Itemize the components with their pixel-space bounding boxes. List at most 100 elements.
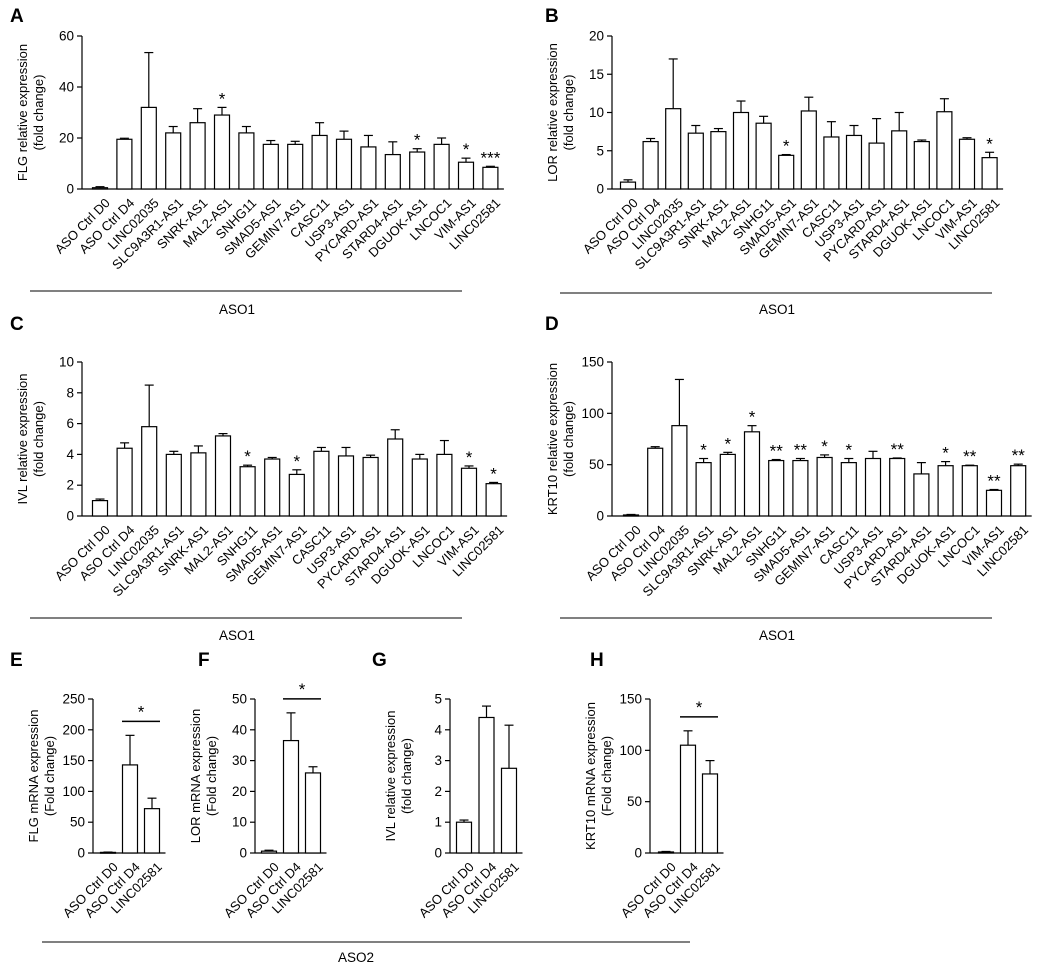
aso2-group-label: ASO2 (338, 950, 374, 965)
panel-c-significance-mark: * (293, 452, 300, 471)
panel-d-significance-mark: * (821, 437, 828, 456)
panel-d-bar (961, 465, 978, 517)
panel-g-bar (500, 767, 518, 854)
panel-a-bar (165, 132, 182, 190)
panel-e-bar (121, 764, 139, 854)
panel-e-y-axis-title: FLG mRNA expression(Fold change) (26, 710, 57, 843)
panel-f-y-axis-title: LOR mRNA expression(Fold change) (188, 709, 219, 843)
panel-f-y-tick-label: 10 (232, 815, 247, 830)
panel-h-y-tick-label: 100 (619, 743, 642, 758)
panel-a-bar (238, 132, 255, 190)
panel-c-bar (485, 483, 502, 517)
panel-a-bar (482, 166, 499, 190)
panel-b-y-tick-label: 15 (589, 67, 604, 82)
panel-e-y-tick-label: 50 (70, 815, 85, 830)
panel-b-y-tick-label: 10 (589, 105, 604, 120)
panel-g-y-axis-title-line: (fold change) (399, 738, 414, 814)
panel-b-y-tick-label: 5 (596, 143, 604, 158)
panel-d-y-tick-label: 50 (589, 457, 604, 472)
panel-a-bar (457, 161, 475, 190)
panel-a-bar (335, 138, 353, 190)
panel-c-significance-mark: * (244, 447, 251, 466)
panel-d-bar (889, 457, 906, 517)
panel-a-bar (91, 187, 109, 190)
panel-a-significance-mark: * (463, 140, 470, 159)
panel-a-y-tick-label: 60 (59, 29, 74, 44)
panel-h-bar (679, 744, 697, 854)
panel-a-significance-mark: * (219, 89, 226, 108)
panel-e-y-tick-label: 150 (62, 753, 85, 768)
panel-d-y-tick-label: 150 (581, 355, 604, 370)
panel-g-bar (478, 716, 495, 854)
panel-c-significance-mark: * (466, 448, 473, 467)
panel-c-bar (387, 438, 404, 517)
panel-h-y-axis-title-line: KRT10 mRNA expression (583, 702, 598, 850)
panel-e-y-tick-label: 100 (62, 784, 85, 799)
panel-g-bar (455, 821, 473, 854)
panel-a-y-tick-label: 40 (59, 80, 74, 95)
panel-c-y-tick-label: 2 (66, 478, 74, 493)
panel-d-y-tick-label: 0 (596, 509, 604, 524)
panel-c-bar (116, 447, 133, 517)
panel-f-y-axis-title-line: (Fold change) (204, 736, 219, 816)
panel-d-significance-mark: ** (987, 472, 1001, 491)
panel-h-y-tick-label: 0 (634, 846, 642, 861)
panel-h-label: H (590, 650, 604, 671)
panel-a-bar (311, 134, 328, 190)
panel-e-bracket-significance: * (138, 702, 145, 721)
panel-f-bar (282, 739, 300, 854)
panel-d-significance-mark: ** (963, 447, 977, 466)
panel-g-y-tick-label: 2 (434, 784, 442, 799)
panel-c-bar (436, 453, 453, 517)
panel-d-y-axis-title-line: (fold change) (561, 401, 576, 477)
panel-d-significance-mark: ** (770, 442, 784, 461)
panel-b-bar (732, 111, 750, 190)
panel-d-significance-mark: * (942, 444, 949, 463)
panel-d-significance-mark: * (845, 441, 852, 460)
panel-c-y-tick-label: 8 (66, 385, 74, 400)
panel-c-significance-mark: * (490, 464, 497, 483)
panel-c-bar (411, 458, 428, 517)
panel-h-bracket-significance: * (696, 698, 703, 717)
panel-b-y-axis-title-line: (fold change) (561, 75, 576, 151)
panel-a-significance-mark: * (414, 131, 421, 150)
panel-b-bar (642, 140, 659, 190)
panel-f-bracket-significance: * (299, 680, 306, 699)
panel-c-bar (362, 456, 379, 517)
panel-a-bar (409, 151, 426, 190)
panel-d-bar (937, 465, 954, 517)
panel-c-y-tick-label: 10 (59, 355, 74, 370)
panel-g: G 0 1 2 3 4 5 IVL relative expression(fold chan… (372, 650, 523, 920)
panel-a-bar (116, 138, 133, 190)
panel-h: H 0 50 100 150 KRT10 mRNA expression(Fold cha… (583, 650, 724, 920)
panel-b-bar (710, 131, 727, 190)
panel-b-bar (619, 181, 637, 190)
panel-c-y-tick-label: 4 (66, 447, 74, 462)
panel-h-y-tick-label: 50 (627, 794, 642, 809)
panel-d-bar (816, 456, 833, 517)
panel-f-y-tick-label: 30 (232, 753, 247, 768)
panel-h-y-tick-label: 150 (619, 692, 642, 707)
panel-d-bar (1010, 465, 1027, 517)
aso1-group-label-top-right: ASO1 (759, 302, 795, 317)
panel-d-bar (840, 462, 857, 517)
panel-a-y-axis-title-line: FLG relative expression (15, 44, 30, 181)
panel-h-y-axis-title-line: (Fold change) (599, 736, 614, 816)
panel-b-bar (891, 130, 908, 190)
panel-c-bar (460, 467, 478, 517)
panel-d-significance-mark: ** (891, 440, 905, 459)
aso1-group-label-mid-right: ASO1 (759, 628, 795, 643)
panel-g-y-tick-label: 1 (434, 815, 442, 830)
panel-f-y-tick-label: 50 (232, 692, 247, 707)
panel-a-y-axis-title: FLG relative expression(fold change) (15, 44, 46, 181)
panel-d-bar (913, 473, 930, 517)
panel-g-y-axis-title: IVL relative expression(fold change) (383, 710, 414, 841)
panel-c-bar (313, 450, 330, 517)
panel-d-significance-mark: ** (794, 441, 808, 460)
panel-c-y-axis-title-line: (fold change) (31, 401, 46, 477)
panel-e-y-axis-title-line: (Fold change) (42, 736, 57, 816)
aso1-group-label-top-left: ASO1 (219, 302, 255, 317)
panel-a-bar (189, 122, 206, 190)
panel-d-y-tick-label: 100 (581, 406, 604, 421)
